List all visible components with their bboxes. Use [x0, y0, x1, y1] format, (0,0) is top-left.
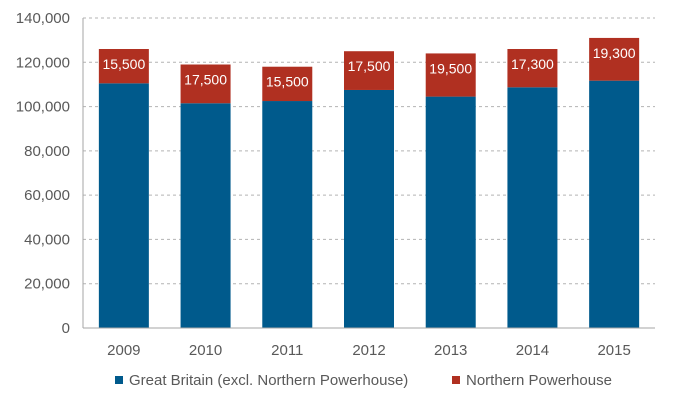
- y-tick-label: 120,000: [16, 54, 70, 71]
- y-tick-label: 100,000: [16, 99, 70, 116]
- x-tick-label: 2015: [597, 342, 630, 359]
- data-label: 19,300: [593, 45, 636, 61]
- x-tick-label: 2012: [352, 342, 385, 359]
- gridlines: [83, 17, 655, 285]
- bar-northern-powerhouse: [262, 66, 313, 102]
- x-tick-label: 2011: [271, 342, 303, 359]
- bar-great-britain: [589, 80, 640, 329]
- bar-great-britain: [344, 89, 394, 328]
- bar-great-britain: [262, 101, 313, 329]
- bar-northern-powerhouse: [98, 49, 149, 84]
- bar-great-britain: [425, 96, 476, 328]
- bar-northern-powerhouse: [507, 49, 558, 88]
- y-tick-label: 20,000: [24, 276, 70, 293]
- bar-northern-powerhouse: [180, 64, 231, 104]
- bars: 15,500 17,500 15,500 17,500 19,500 17,300 19,3…: [98, 37, 640, 329]
- x-tick-label: 2010: [189, 342, 222, 359]
- data-label: 15,500: [102, 56, 145, 72]
- y-tick-label: 0: [62, 320, 70, 337]
- legend: Great Britain (excl. Northern Powerhouse…: [115, 372, 612, 389]
- y-tick-label: 40,000: [24, 231, 70, 248]
- x-tick-label: 2013: [434, 342, 467, 359]
- legend-swatch: [115, 376, 123, 384]
- bar-great-britain: [507, 87, 558, 328]
- y-tick-label: 60,000: [24, 187, 70, 204]
- legend-label: Great Britain (excl. Northern Powerhouse…: [129, 372, 408, 389]
- bar-northern-powerhouse: [344, 51, 394, 90]
- legend-label: Northern Powerhouse: [466, 372, 612, 389]
- x-tick-label: 2014: [516, 342, 549, 359]
- x-tick-label: 2009: [107, 342, 140, 359]
- data-label: 17,500: [348, 58, 391, 74]
- bar-great-britain: [98, 83, 149, 328]
- data-label: 17,500: [184, 72, 227, 88]
- bar-northern-powerhouse: [589, 37, 640, 81]
- y-tick-label: 80,000: [24, 143, 70, 160]
- legend-swatch: [452, 376, 460, 384]
- data-label: 15,500: [266, 74, 309, 90]
- bar-northern-powerhouse: [425, 53, 476, 97]
- axes: 0 20,000 40,000 60,000 80,000 100,000 120,000 1…: [16, 10, 655, 359]
- bar-great-britain: [180, 103, 231, 328]
- data-label: 17,300: [511, 56, 554, 72]
- data-label: 19,500: [429, 60, 472, 76]
- y-tick-label: 140,000: [16, 10, 70, 27]
